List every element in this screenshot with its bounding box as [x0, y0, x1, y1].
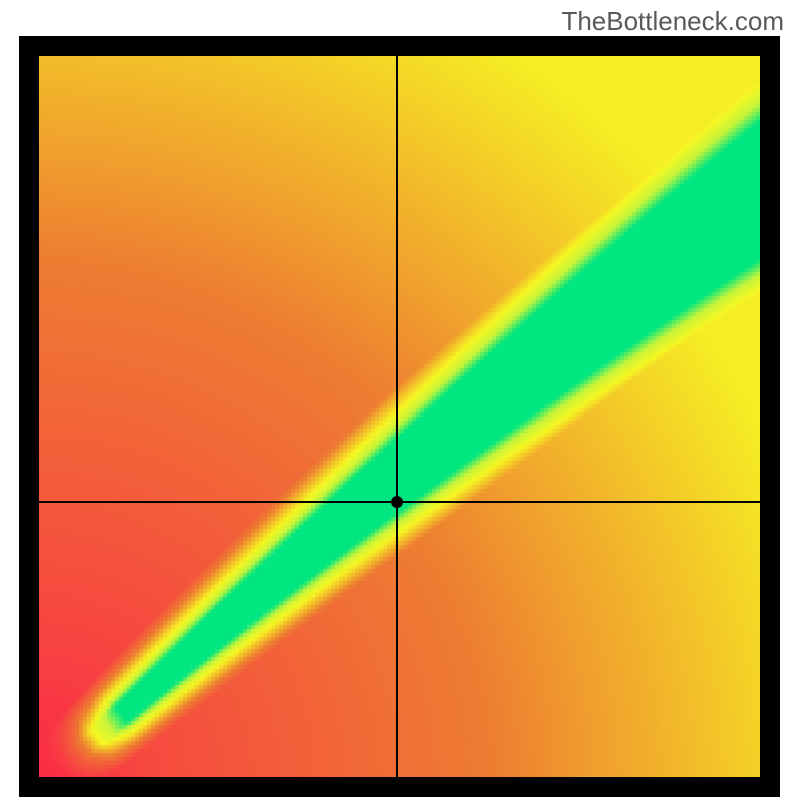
- watermark-text: TheBottleneck.com: [561, 6, 784, 37]
- chart-frame: [19, 36, 780, 797]
- crosshair-dot: [391, 496, 403, 508]
- crosshair-vertical: [396, 56, 398, 777]
- root: TheBottleneck.com: [0, 0, 800, 800]
